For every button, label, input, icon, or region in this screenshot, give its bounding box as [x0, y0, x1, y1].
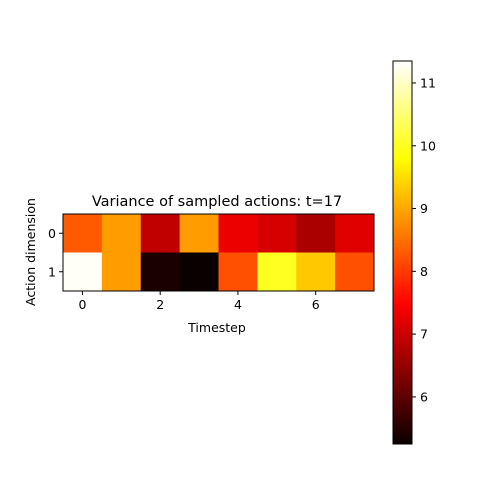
x-tick-label: 0 — [78, 297, 86, 312]
y-tick-label: 0 — [48, 226, 56, 241]
heatmap-cell — [218, 252, 258, 292]
chart-title: Variance of sampled actions: t=17 — [92, 194, 342, 210]
heatmap-cell — [296, 252, 336, 292]
heatmap-cell — [179, 252, 219, 292]
heatmap-cell — [335, 252, 375, 292]
heatmap-cell — [63, 214, 103, 253]
colorbar-tick-label: 10 — [420, 138, 436, 153]
heatmap-cells — [63, 214, 375, 292]
heatmap-cell — [296, 214, 336, 253]
y-axis-label: Action dimension — [23, 198, 38, 306]
colorbar-tick-label: 11 — [420, 75, 436, 90]
heatmap-cell — [218, 214, 258, 253]
colorbar-tick-label: 8 — [420, 264, 428, 279]
y-tick-label: 1 — [48, 264, 56, 279]
x-axis-ticks: 0 2 4 6 — [78, 291, 320, 312]
heatmap-cell — [179, 214, 219, 253]
colorbar — [392, 60, 413, 445]
heatmap-cell — [335, 214, 375, 253]
colorbar-ticks: 6 7 8 9 10 11 — [412, 75, 436, 404]
x-tick-label: 4 — [234, 297, 242, 312]
heatmap-cell — [63, 252, 103, 292]
heatmap-cell — [101, 252, 142, 292]
heatmap-cell — [140, 252, 181, 292]
colorbar-tick-label: 6 — [420, 389, 428, 404]
heatmap-cell — [257, 214, 297, 253]
heatmap-cell — [257, 252, 297, 292]
y-axis-ticks: 01 — [48, 226, 63, 279]
x-tick-label: 2 — [156, 297, 164, 312]
heatmap-cell — [101, 214, 142, 253]
heatmap-frame — [62, 213, 375, 292]
heatmap-cell — [140, 214, 181, 253]
colorbar-tick-label: 7 — [420, 327, 428, 342]
colorbar-tick-label: 9 — [420, 201, 428, 216]
x-tick-label: 6 — [312, 297, 320, 312]
x-axis-label: Timestep — [187, 320, 246, 335]
